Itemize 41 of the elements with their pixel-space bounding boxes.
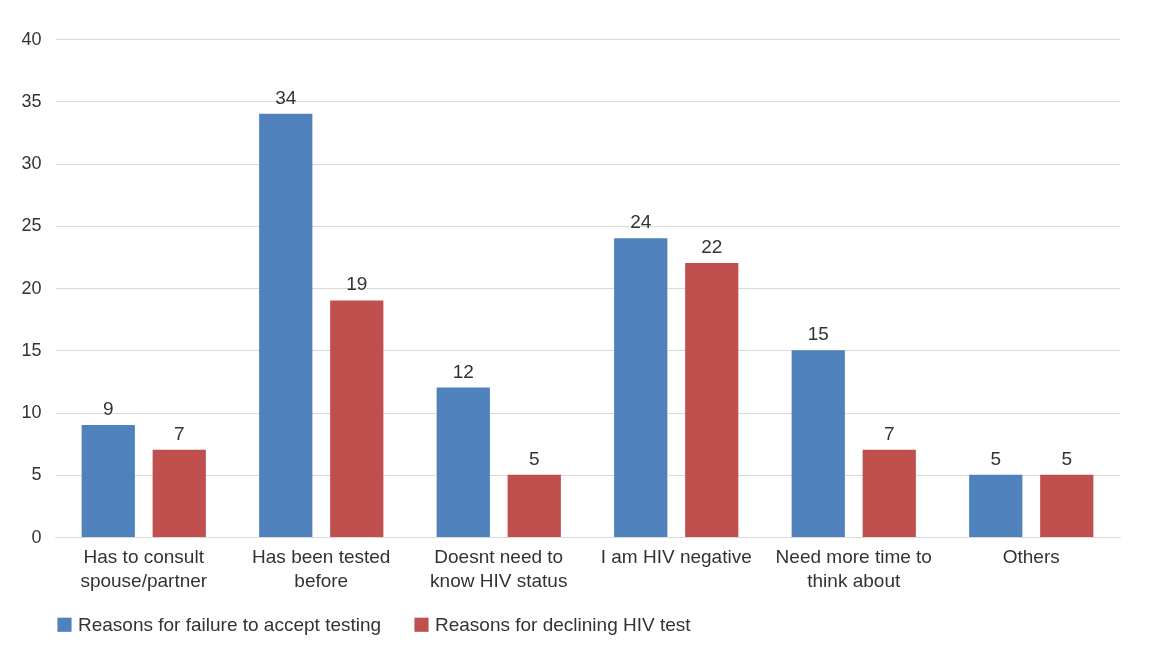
bar (862, 449, 916, 537)
y-tick-label: 25 (21, 215, 42, 236)
x-tick-label: Doesnt need to know HIV status (430, 545, 568, 591)
data-label: 5 (1061, 447, 1073, 469)
x-tick-label: Others (1002, 545, 1060, 567)
data-label: 24 (630, 211, 652, 233)
data-label: 19 (346, 273, 368, 295)
bar (259, 113, 313, 537)
y-tick-label: 40 (21, 28, 42, 49)
legend-label: Reasons for failure to accept testing (78, 613, 382, 635)
bar (507, 474, 561, 537)
bar (685, 263, 739, 537)
data-label: 34 (275, 86, 297, 108)
bar (81, 424, 135, 537)
x-tick-label: Has been tested before (252, 545, 391, 591)
bar (152, 449, 206, 537)
y-tick-label: 30 (21, 153, 42, 173)
y-tick-label: 20 (21, 277, 42, 298)
y-tick-label: 10 (21, 402, 42, 422)
y-tick-label: 35 (21, 90, 42, 111)
x-tick-label: Need more time to think about (775, 545, 932, 591)
y-tick-label: 0 (31, 526, 42, 547)
data-label: 9 (102, 397, 114, 419)
bar (791, 350, 845, 537)
data-label: 5 (990, 447, 1002, 469)
bar (436, 387, 490, 537)
data-label: 15 (807, 323, 829, 345)
bar (330, 300, 384, 537)
x-tick-label: I am HIV negative (600, 545, 752, 567)
y-tick-label: 15 (21, 339, 42, 360)
bar (1040, 474, 1094, 537)
data-label: 12 (452, 360, 474, 382)
y-tick-label: 5 (31, 464, 42, 485)
data-label: 7 (883, 422, 895, 444)
bar (969, 474, 1023, 537)
data-label: 7 (173, 422, 185, 444)
data-label: 5 (528, 447, 540, 469)
data-label: 22 (701, 236, 723, 258)
bar (614, 238, 668, 537)
legend-label: Reasons for declining HIV test (435, 613, 692, 635)
x-tick-label: Has to consult spouse/partner (80, 545, 208, 591)
